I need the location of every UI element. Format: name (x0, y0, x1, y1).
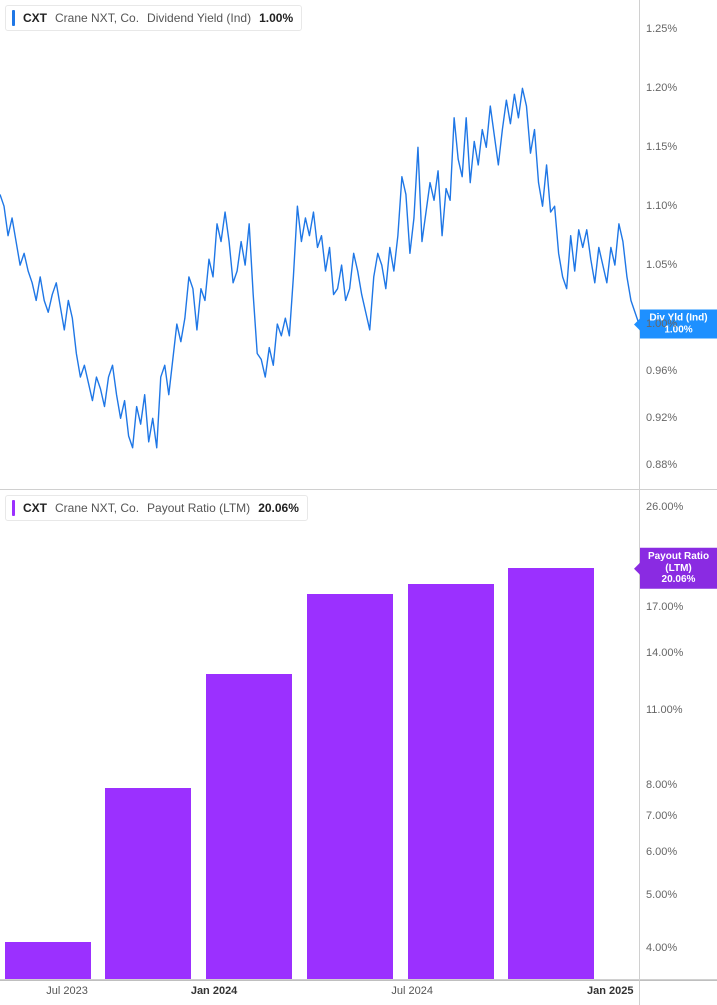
ytick: 7.00% (646, 810, 677, 822)
xtick: Jul 2023 (46, 985, 88, 997)
yaxis-bottom: Payout Ratio (LTM) 20.06% 26.00% 17.00% 14… (639, 490, 717, 979)
payout-ratio-bar (206, 674, 292, 979)
legend-bottom: CXT Crane NXT, Co. Payout Ratio (LTM) 20… (5, 495, 308, 521)
ytick: 26.00% (646, 501, 683, 513)
xtick: Jan 2025 (587, 985, 633, 997)
payout-ratio-bar (508, 568, 594, 979)
ytick: 17.00% (646, 601, 683, 613)
legend-value: 1.00% (259, 11, 293, 25)
ytick: 4.00% (646, 942, 677, 954)
ytick: 8.00% (646, 779, 677, 791)
legend-color-bar (12, 500, 15, 516)
legend-company: Crane NXT, Co. (55, 11, 139, 25)
line-chart-area[interactable] (0, 0, 639, 489)
legend-color-bar (12, 10, 15, 26)
ytick: 1.25% (646, 23, 677, 35)
yaxis-top: Div Yld (Ind) 1.00% 1.25%1.20%1.15%1.10%… (639, 0, 717, 489)
ytick: 11.00% (646, 704, 683, 716)
xtick: Jan 2024 (191, 985, 237, 997)
legend-top: CXT Crane NXT, Co. Dividend Yield (Ind) … (5, 5, 302, 31)
legend-value: 20.06% (258, 501, 299, 515)
ytick: 0.96% (646, 365, 677, 377)
ytick: 1.00% (646, 318, 677, 330)
line-chart-svg (0, 0, 639, 489)
payout-ratio-bar (105, 788, 191, 979)
legend-company: Crane NXT, Co. (55, 501, 139, 515)
bars-container (0, 490, 639, 979)
ytick: 5.00% (646, 889, 677, 901)
xtick: Jul 2024 (391, 985, 433, 997)
ytick: 1.15% (646, 141, 677, 153)
legend-metric: Dividend Yield (Ind) (147, 11, 251, 25)
ytick: 0.92% (646, 412, 677, 424)
current-value-badge-bottom: Payout Ratio (LTM) 20.06% (640, 548, 717, 589)
xaxis-right-gutter (639, 980, 717, 1005)
bar-chart-area[interactable] (0, 490, 639, 979)
ytick: 6.00% (646, 846, 677, 858)
ytick: 14.00% (646, 647, 683, 659)
badge-title: Payout Ratio (LTM) (644, 551, 713, 574)
xaxis: Jul 2023 Jan 2024 Jul 2024 Jan 2025 (0, 980, 639, 1005)
payout-ratio-bar (408, 584, 494, 979)
payout-ratio-bar (5, 942, 91, 979)
legend-ticker: CXT (23, 11, 47, 25)
ytick: 1.05% (646, 259, 677, 271)
dividend-yield-line (0, 88, 639, 447)
ytick: 0.88% (646, 459, 677, 471)
dividend-yield-panel: CXT Crane NXT, Co. Dividend Yield (Ind) … (0, 0, 717, 490)
ytick: 1.10% (646, 200, 677, 212)
ytick: 1.20% (646, 82, 677, 94)
badge-value: 20.06% (644, 574, 713, 586)
payout-ratio-bar (307, 594, 393, 979)
legend-metric: Payout Ratio (LTM) (147, 501, 250, 515)
legend-ticker: CXT (23, 501, 47, 515)
payout-ratio-panel: CXT Crane NXT, Co. Payout Ratio (LTM) 20… (0, 490, 717, 980)
